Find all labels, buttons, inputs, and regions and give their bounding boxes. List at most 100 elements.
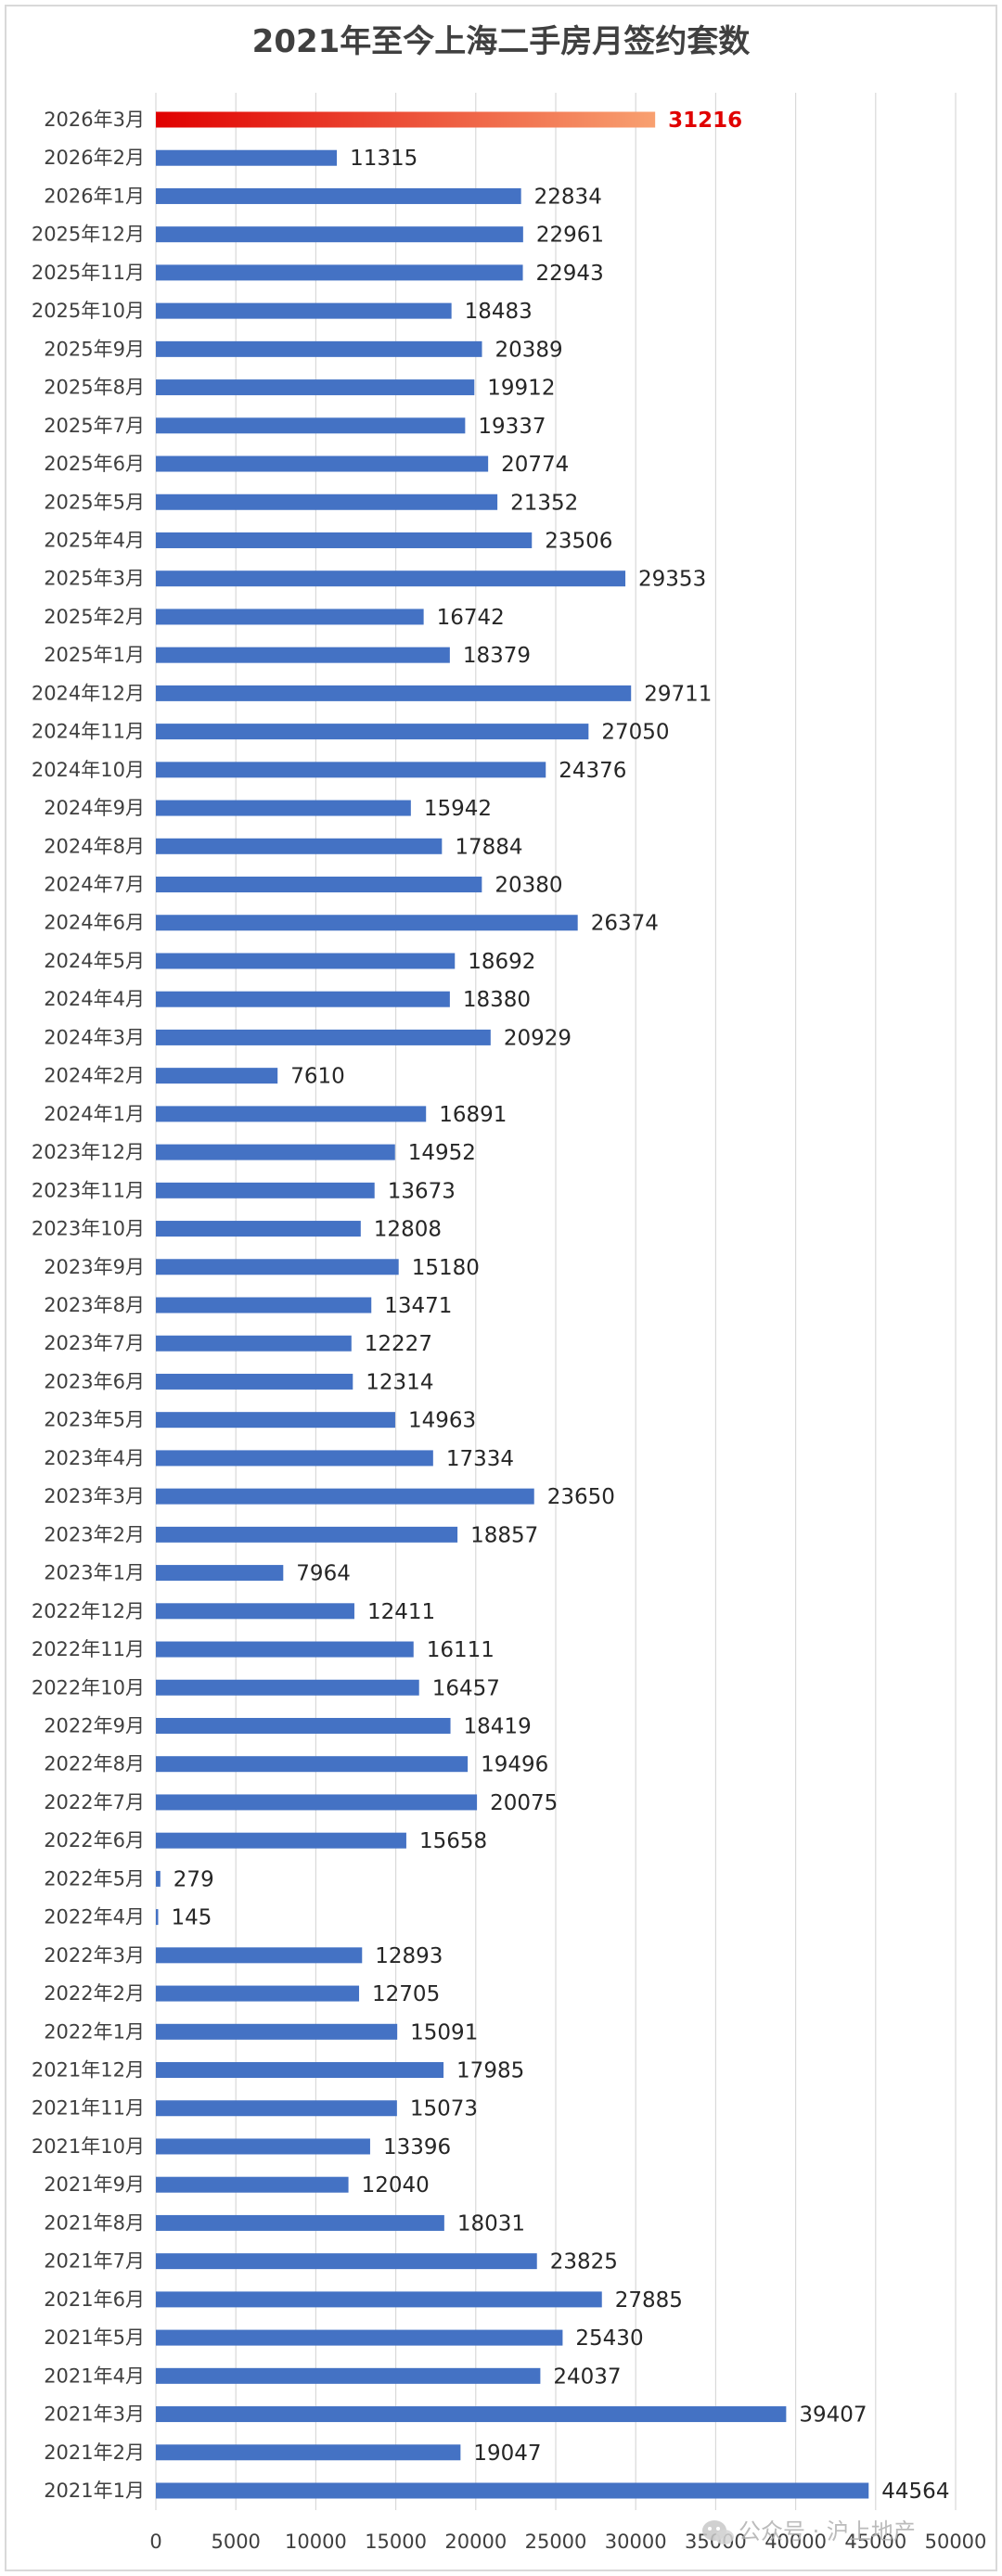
bar-layer: 2026年3月 31216 2026年2月 11315 2026年1月 22834 2025… — [32, 109, 950, 2504]
value-label: 25430 — [575, 2326, 643, 2351]
value-label: 12411 — [367, 1600, 435, 1624]
bar — [156, 187, 521, 204]
bar — [156, 800, 411, 816]
x-tick-label: 20000 — [444, 2531, 507, 2553]
bar — [156, 340, 482, 357]
bar — [156, 2367, 541, 2384]
bar — [156, 838, 443, 854]
x-tick-label: 30000 — [605, 2531, 667, 2553]
bar — [156, 609, 424, 625]
category-label: 2024年8月 — [44, 835, 145, 857]
value-label: 21352 — [510, 491, 578, 515]
category-label: 2022年8月 — [44, 1753, 145, 1775]
value-label: 24037 — [553, 2365, 621, 2389]
bar — [156, 1985, 360, 2002]
value-label: 23506 — [545, 529, 612, 553]
bar — [156, 2406, 787, 2423]
category-label: 2023年2月 — [44, 1523, 145, 1545]
value-label: 29711 — [644, 682, 712, 706]
value-label: 13673 — [388, 1179, 456, 1203]
category-label: 2023年3月 — [44, 1485, 145, 1507]
category-label: 2024年4月 — [44, 988, 145, 1010]
category-label: 2023年8月 — [44, 1294, 145, 1316]
category-label: 2025年2月 — [44, 606, 145, 628]
wechat-icon — [702, 2520, 734, 2544]
value-label: 12314 — [366, 1370, 433, 1394]
value-label: 13396 — [383, 2135, 451, 2159]
bar — [156, 991, 450, 1007]
bar-highlight — [156, 111, 656, 128]
category-label: 2023年6月 — [44, 1370, 145, 1392]
value-label: 27885 — [615, 2288, 683, 2313]
value-label: 17884 — [455, 835, 522, 859]
bar — [156, 532, 533, 548]
category-label: 2022年5月 — [44, 1867, 145, 1890]
category-label: 2023年4月 — [44, 1447, 145, 1469]
value-label: 26374 — [591, 912, 659, 936]
value-label: 20929 — [504, 1026, 572, 1050]
bar — [156, 455, 489, 472]
chart-title: 2021年至今上海二手房月签约套数 — [252, 23, 751, 60]
value-label: 12705 — [372, 1982, 440, 2006]
category-label: 2025年5月 — [44, 491, 145, 513]
category-label: 2021年5月 — [44, 2326, 145, 2349]
bar — [156, 1412, 395, 1429]
value-label-highlight: 31216 — [668, 109, 742, 133]
category-label: 2021年1月 — [44, 2480, 145, 2502]
bar — [156, 915, 578, 931]
x-axis: 0 5000 10000 15000 20000 25000 30000 35000 40000… — [149, 2531, 986, 2553]
category-label: 2025年12月 — [32, 224, 145, 246]
category-label: 2025年9月 — [44, 338, 145, 360]
category-label: 2025年10月 — [32, 300, 145, 322]
value-label: 23825 — [550, 2250, 618, 2275]
x-tick-label: 25000 — [525, 2531, 587, 2553]
category-label: 2022年2月 — [44, 1982, 145, 2005]
category-label: 2021年4月 — [44, 2365, 145, 2387]
bar — [156, 2214, 444, 2231]
bar — [156, 417, 466, 434]
category-label: 2022年11月 — [32, 1638, 145, 1660]
bar — [156, 1526, 458, 1543]
value-label: 19337 — [478, 415, 546, 439]
category-label: 2024年5月 — [44, 950, 145, 972]
value-label: 29353 — [638, 568, 706, 592]
bar — [156, 2253, 537, 2270]
bar — [156, 2100, 397, 2117]
value-label: 14963 — [408, 1409, 476, 1433]
bar — [156, 1029, 491, 1045]
category-label: 2022年6月 — [44, 1829, 145, 1852]
category-label: 2025年8月 — [44, 377, 145, 399]
bar — [156, 1947, 363, 1964]
bar — [156, 1373, 353, 1390]
category-label: 2025年4月 — [44, 529, 145, 551]
category-label: 2023年10月 — [32, 1218, 145, 1240]
category-label: 2024年2月 — [44, 1065, 145, 1087]
bar — [156, 2138, 370, 2155]
value-label: 39407 — [799, 2403, 867, 2428]
bar — [156, 1335, 352, 1352]
bar — [156, 570, 626, 587]
bar — [156, 877, 482, 893]
value-label: 11315 — [350, 147, 418, 171]
category-label: 2024年11月 — [32, 721, 145, 743]
bar — [156, 493, 498, 510]
category-label: 2021年6月 — [44, 2288, 145, 2311]
value-label: 18379 — [463, 644, 531, 668]
bar — [156, 1717, 451, 1734]
bar — [156, 1182, 375, 1198]
category-label: 2025年7月 — [44, 415, 145, 437]
bar — [156, 2444, 461, 2461]
bar — [156, 2062, 444, 2079]
category-label: 2026年3月 — [44, 109, 145, 131]
x-tick-label: 10000 — [285, 2531, 347, 2553]
bar — [156, 953, 456, 969]
category-label: 2024年6月 — [44, 912, 145, 934]
bar — [156, 2291, 602, 2308]
bar — [156, 724, 589, 740]
value-label: 12040 — [362, 2173, 430, 2198]
category-label: 2021年7月 — [44, 2250, 145, 2273]
x-tick-label: 0 — [149, 2531, 161, 2553]
bar — [156, 1679, 419, 1696]
